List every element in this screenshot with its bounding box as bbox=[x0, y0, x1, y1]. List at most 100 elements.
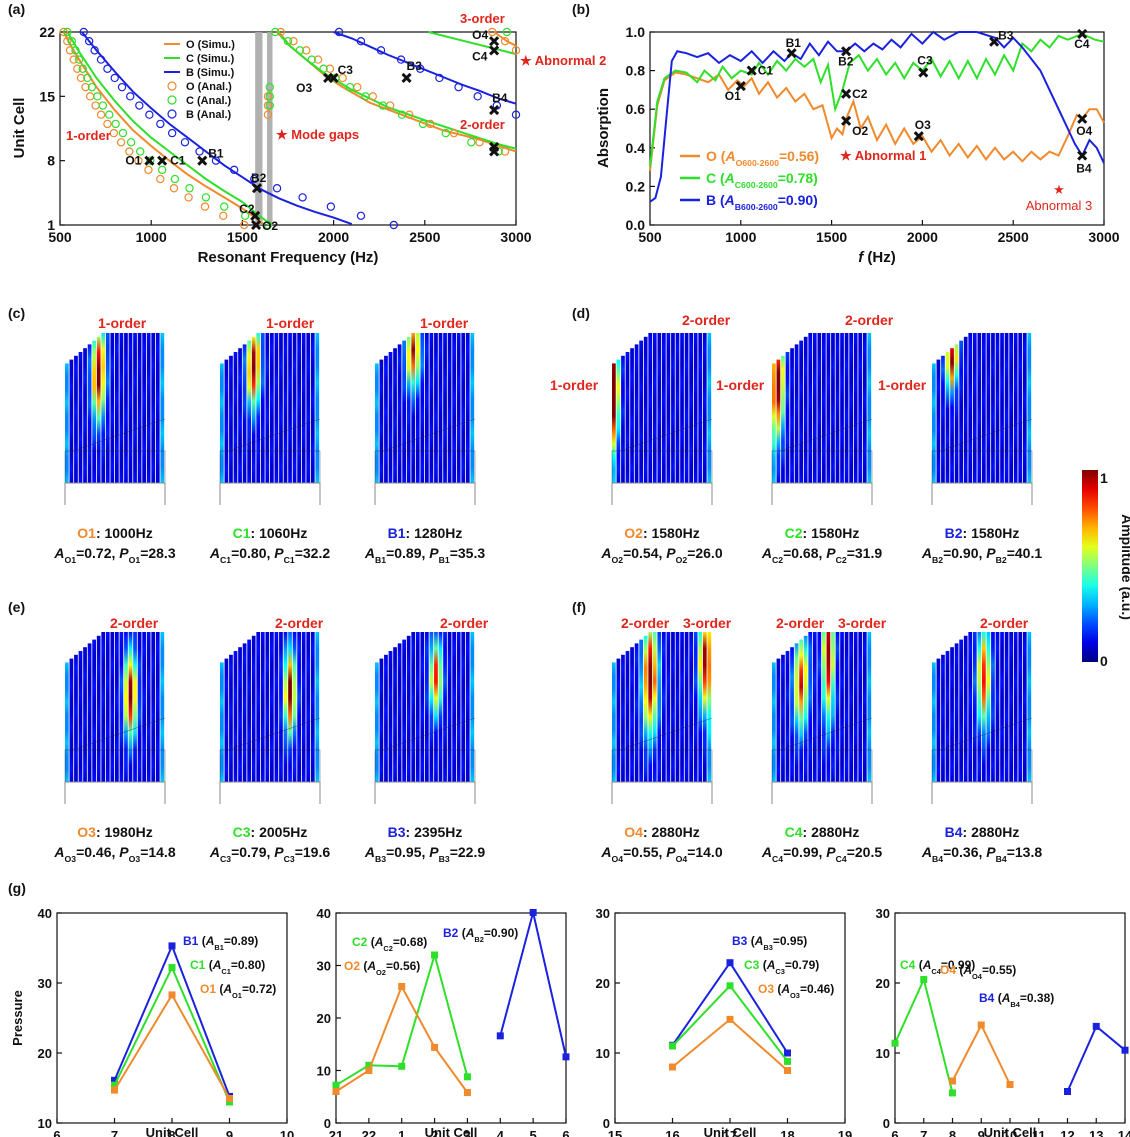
field-column bbox=[639, 340, 643, 483]
pressure-point bbox=[398, 983, 406, 990]
label-part: f bbox=[858, 249, 865, 266]
label-part: P bbox=[119, 545, 129, 561]
field-caption-freq: O1: 1000Hz bbox=[77, 525, 153, 541]
anal-point bbox=[211, 156, 221, 165]
field-column bbox=[306, 632, 311, 782]
field-column bbox=[612, 363, 616, 483]
label-part: O1 bbox=[129, 555, 141, 565]
field-column bbox=[959, 340, 963, 483]
label-part: C2 bbox=[772, 555, 783, 565]
label-part: =20.5 bbox=[847, 844, 883, 860]
anal-point bbox=[200, 202, 210, 211]
x-axis-title: Resonant Frequency (Hz) bbox=[198, 249, 379, 266]
field-column bbox=[950, 348, 954, 483]
label-part: C1 bbox=[220, 555, 231, 565]
mode-marker-B4 bbox=[1077, 150, 1088, 161]
field-column bbox=[932, 662, 936, 782]
panel-tag-d: (d) bbox=[572, 305, 590, 321]
field-map bbox=[931, 632, 1033, 804]
field-column bbox=[461, 333, 466, 483]
field-column bbox=[812, 333, 817, 483]
y-axis-title: Pressure bbox=[10, 990, 25, 1046]
x-tick-label: 5 bbox=[530, 1128, 537, 1137]
field-column bbox=[379, 359, 384, 483]
field-column bbox=[288, 333, 292, 483]
label-part: =0.90, bbox=[943, 545, 986, 561]
field-column bbox=[950, 647, 954, 782]
field-column bbox=[941, 654, 945, 782]
pressure-point bbox=[1092, 1022, 1100, 1030]
pressure-point bbox=[784, 1067, 791, 1074]
field-column bbox=[822, 333, 826, 483]
mode-label: O4 bbox=[1076, 124, 1092, 138]
field-map bbox=[771, 632, 873, 804]
pressure-point bbox=[226, 1095, 233, 1102]
field-column bbox=[443, 333, 447, 483]
label-part: C1 bbox=[221, 967, 231, 976]
order-label: 2-order bbox=[440, 615, 489, 631]
field-column bbox=[283, 333, 288, 483]
mode-marker-C3 bbox=[328, 72, 339, 84]
x-tick-label: 22 bbox=[362, 1128, 376, 1137]
field-column bbox=[671, 632, 675, 782]
field-column bbox=[799, 639, 803, 782]
order-label: 2-order bbox=[110, 615, 159, 631]
field-column bbox=[411, 333, 416, 483]
field-caption-freq: B3: 2395Hz bbox=[388, 824, 463, 840]
mode-marker-C3 bbox=[918, 67, 929, 78]
legend-entry: B (AB600-2600=0.90) bbox=[706, 192, 818, 212]
y-tick-label: 10 bbox=[876, 1046, 890, 1061]
label-part: P bbox=[666, 844, 676, 860]
label-part: C1 bbox=[233, 525, 251, 541]
label-part: : 2005Hz bbox=[251, 824, 308, 840]
anal-point bbox=[441, 128, 450, 138]
field-column bbox=[96, 635, 101, 782]
series-label: O4 (AO4=0.55) bbox=[940, 963, 1016, 981]
anal-point bbox=[73, 64, 82, 73]
field-column bbox=[643, 336, 648, 483]
label-part: : 1980Hz bbox=[96, 824, 153, 840]
field-column bbox=[1009, 333, 1013, 483]
pressure-line bbox=[951, 1022, 1011, 1085]
cavity-edge bbox=[227, 418, 321, 452]
label-part: A bbox=[374, 935, 384, 949]
y-tick-label: 20 bbox=[317, 1011, 331, 1026]
field-column bbox=[133, 632, 137, 782]
label-part: B1 bbox=[375, 555, 386, 565]
field-column bbox=[963, 635, 968, 782]
label-part: O ( bbox=[706, 148, 726, 164]
anal-point bbox=[326, 202, 336, 211]
anal-point bbox=[84, 36, 94, 46]
field-column bbox=[115, 333, 119, 483]
order-label: 2-order bbox=[275, 615, 324, 631]
x-axis-title: Unit Cell bbox=[984, 1125, 1037, 1137]
x-tick-label: 500 bbox=[638, 229, 662, 245]
anal-point bbox=[69, 55, 78, 64]
series-label: C3 (AC3=0.79) bbox=[744, 958, 819, 976]
anal-point bbox=[103, 64, 112, 73]
anal-point bbox=[250, 174, 259, 184]
x-tick-label: 4 bbox=[497, 1128, 505, 1137]
field-caption-values: AO4=0.55, PO4=14.0 bbox=[600, 844, 722, 864]
field-column bbox=[1013, 333, 1018, 483]
legend-entry: C (Anal.) bbox=[186, 95, 232, 107]
field-column bbox=[1027, 333, 1032, 483]
mode-label: B2 bbox=[838, 54, 854, 68]
field-column bbox=[835, 632, 840, 782]
label-part: A bbox=[600, 844, 611, 860]
label-part: ( bbox=[209, 958, 213, 972]
label-part: B2 bbox=[932, 555, 943, 565]
y-tick-label: 20 bbox=[38, 1046, 52, 1061]
label-part: =0.79) bbox=[785, 958, 819, 972]
y-tick-label: 40 bbox=[38, 906, 52, 921]
pressure-point bbox=[562, 1053, 570, 1061]
field-column bbox=[867, 632, 872, 782]
field-column bbox=[128, 632, 133, 782]
x-tick-label: 1500 bbox=[816, 229, 847, 245]
order-label: 2-order bbox=[460, 117, 505, 132]
field-column bbox=[945, 651, 950, 782]
mode-label: B4 bbox=[1076, 162, 1092, 176]
field-map bbox=[219, 333, 321, 505]
order-label: 1-order bbox=[266, 315, 315, 331]
field-column bbox=[420, 632, 425, 782]
